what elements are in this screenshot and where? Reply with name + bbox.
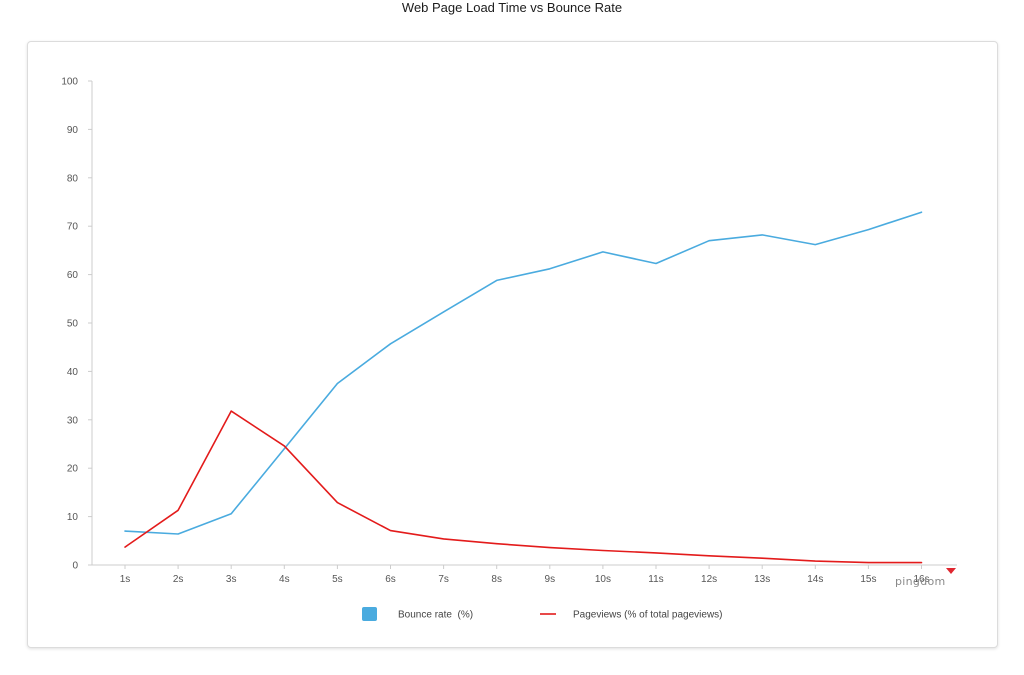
x-tick-label: 5s xyxy=(332,574,343,585)
data-point xyxy=(867,228,869,230)
chart-card xyxy=(27,41,998,648)
data-point xyxy=(708,555,710,557)
data-point xyxy=(920,561,922,563)
x-tick-label: 7s xyxy=(438,574,449,585)
brand-logo: pingdom xyxy=(895,568,956,590)
pingdom-logo-icon xyxy=(946,568,956,574)
data-point xyxy=(761,234,763,236)
data-point xyxy=(814,243,816,245)
data-point xyxy=(389,529,391,531)
brand-name: pingdom xyxy=(895,575,946,588)
data-point xyxy=(655,552,657,554)
series-line-bounce-rate xyxy=(124,211,923,535)
y-tick-label: 30 xyxy=(67,415,79,426)
y-tick-label: 70 xyxy=(67,222,79,233)
data-point xyxy=(920,211,922,213)
data-point xyxy=(230,512,232,514)
data-point xyxy=(230,410,232,412)
data-point xyxy=(867,561,869,563)
data-point xyxy=(442,538,444,540)
y-tick-label: 40 xyxy=(67,367,79,378)
data-point xyxy=(602,251,604,253)
data-point xyxy=(496,279,498,281)
data-point xyxy=(655,262,657,264)
data-point xyxy=(177,509,179,511)
data-point xyxy=(442,311,444,313)
x-tick-label: 16s xyxy=(913,574,929,585)
x-tick-label: 8s xyxy=(491,574,502,585)
data-point xyxy=(283,445,285,447)
data-point xyxy=(549,546,551,548)
data-point xyxy=(814,560,816,562)
x-tick-label: 11s xyxy=(648,574,663,585)
data-point xyxy=(124,546,126,548)
x-tick-label: 15s xyxy=(860,574,876,585)
y-tick-label: 20 xyxy=(67,464,79,475)
data-point xyxy=(389,343,391,345)
legend-label: Pageviews (% of total pageviews) xyxy=(573,610,723,621)
y-tick-label: 50 xyxy=(67,319,79,330)
x-tick-label: 13s xyxy=(754,574,770,585)
x-tick-label: 9s xyxy=(545,574,556,585)
chart-title: Web Page Load Time vs Bounce Rate xyxy=(401,0,623,15)
data-point xyxy=(549,268,551,270)
data-point xyxy=(496,543,498,545)
data-point xyxy=(124,530,126,532)
legend-label: Bounce rate (%) xyxy=(398,610,473,621)
y-tick-label: 0 xyxy=(72,561,78,572)
data-point xyxy=(602,549,604,551)
y-tick-label: 10 xyxy=(67,512,79,523)
data-point xyxy=(283,448,285,450)
y-tick-label: 60 xyxy=(67,270,79,281)
series-line-pageviews xyxy=(124,410,923,564)
x-tick-label: 10s xyxy=(595,574,611,585)
y-tick-label: 100 xyxy=(61,77,78,88)
data-point xyxy=(177,533,179,535)
x-tick-label: 12s xyxy=(701,574,717,585)
x-tick-label: 1s xyxy=(120,574,131,585)
legend-marker-bounce-rate xyxy=(362,607,377,621)
x-tick-label: 4s xyxy=(279,574,290,585)
x-tick-label: 2s xyxy=(173,574,184,585)
y-tick-label: 90 xyxy=(67,125,79,136)
x-tick-label: 14s xyxy=(807,574,823,585)
data-point xyxy=(761,557,763,559)
y-tick-label: 80 xyxy=(67,173,79,184)
data-point xyxy=(336,382,338,384)
x-tick-label: 3s xyxy=(226,574,237,585)
x-tick-label: 6s xyxy=(385,574,396,585)
data-point xyxy=(708,240,710,242)
data-point xyxy=(336,501,338,503)
